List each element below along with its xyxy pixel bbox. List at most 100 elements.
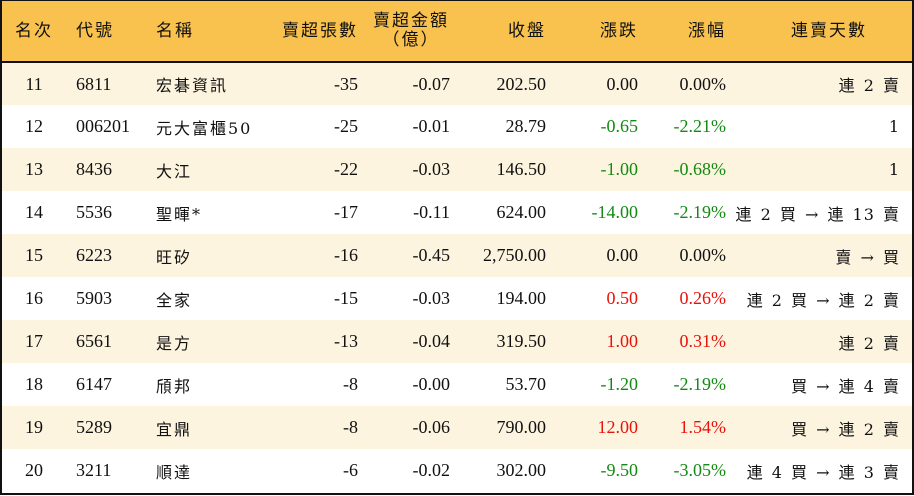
cell-change: 1.00	[606, 331, 639, 351]
cell-rank: 11	[25, 73, 43, 94]
cell-name[interactable]: 順達	[156, 462, 193, 482]
cell-change: -1.20	[600, 374, 639, 394]
header-net-sell-amount-label: 賣超金額	[373, 11, 449, 31]
cell-net-sell-lots: -35	[334, 73, 358, 94]
cell-close: 53.70	[505, 374, 547, 394]
cell-change-pct: 0.31%	[679, 331, 727, 351]
cell-code[interactable]: 006201	[76, 116, 130, 136]
cell-net-sell-amount: -0.00	[412, 374, 451, 394]
table-row[interactable]: 13 8436 大江 -22 -0.03 146.50 -1.00 -0.68%…	[2, 148, 912, 191]
cell-rank: 20	[25, 460, 43, 480]
cell-close: 28.79	[505, 116, 547, 136]
header-streak[interactable]: 連賣天數	[726, 1, 912, 63]
cell-close: 194.00	[496, 288, 547, 308]
header-change-pct[interactable]: 漲幅	[638, 1, 726, 63]
table-row[interactable]: 12 006201 元大富櫃50 -25 -0.01 28.79 -0.65 -…	[2, 105, 912, 148]
header-net-sell-amount-unit: （億）	[382, 30, 440, 50]
header-change[interactable]: 漲跌	[546, 1, 638, 63]
table-header: 名次 代號 名稱 賣超張數 賣超金額 （億） 收盤 漲跌 漲幅 連賣天數	[2, 1, 912, 63]
cell-close: 624.00	[496, 202, 547, 222]
cell-change-pct: -0.68%	[673, 159, 727, 179]
cell-net-sell-lots: -22	[334, 159, 358, 179]
cell-change-pct: 0.00%	[679, 73, 727, 94]
header-close[interactable]: 收盤	[450, 1, 546, 63]
cell-net-sell-amount: -0.06	[412, 417, 451, 437]
cell-code[interactable]: 6811	[76, 73, 112, 94]
cell-close: 2,750.00	[483, 245, 546, 265]
cell-rank: 17	[25, 331, 43, 351]
cell-net-sell-amount: -0.03	[412, 288, 451, 308]
cell-net-sell-amount: -0.02	[412, 460, 451, 480]
cell-net-sell-amount: -0.07	[412, 73, 451, 94]
cell-rank: 14	[25, 202, 43, 222]
cell-rank: 19	[25, 417, 43, 437]
cell-net-sell-lots: -16	[334, 245, 358, 265]
cell-streak: 連 2 買 → 連 2 賣	[746, 290, 900, 310]
cell-close: 319.50	[496, 331, 547, 351]
table-row[interactable]: 19 5289 宜鼎 -8 -0.06 790.00 12.00 1.54% 買…	[2, 406, 912, 449]
cell-code[interactable]: 6223	[76, 245, 112, 265]
cell-streak: 買 → 連 2 賣	[791, 419, 900, 439]
cell-code[interactable]: 6147	[76, 374, 112, 394]
cell-net-sell-amount: -0.45	[412, 245, 451, 265]
table-row[interactable]: 15 6223 旺矽 -16 -0.45 2,750.00 0.00 0.00%…	[2, 234, 912, 277]
table-body: 11 6811 宏碁資訊 -35 -0.07 202.50 0.00 0.00%…	[2, 62, 912, 492]
cell-change-pct: -3.05%	[673, 460, 727, 480]
cell-streak: 連 4 買 → 連 3 賣	[746, 462, 900, 482]
cell-rank: 12	[25, 116, 43, 136]
table-row[interactable]: 17 6561 是方 -13 -0.04 319.50 1.00 0.31% 連…	[2, 320, 912, 363]
cell-change-pct: -2.19%	[673, 374, 727, 394]
cell-code[interactable]: 3211	[76, 460, 112, 480]
cell-net-sell-lots: -13	[334, 331, 358, 351]
cell-name[interactable]: 是方	[156, 333, 193, 353]
header-name[interactable]: 名稱	[146, 1, 272, 63]
cell-code[interactable]: 5536	[76, 202, 112, 222]
table-row[interactable]: 11 6811 宏碁資訊 -35 -0.07 202.50 0.00 0.00%…	[2, 62, 912, 105]
cell-name[interactable]: 聖暉*	[156, 204, 203, 224]
cell-net-sell-lots: -17	[334, 202, 358, 222]
header-net-sell-lots[interactable]: 賣超張數	[272, 1, 358, 63]
cell-change: -1.00	[600, 159, 639, 179]
header-net-sell-amount[interactable]: 賣超金額 （億）	[358, 1, 450, 63]
cell-change: 0.00	[606, 73, 639, 94]
cell-change-pct: 1.54%	[679, 417, 727, 437]
table-row[interactable]: 16 5903 全家 -15 -0.03 194.00 0.50 0.26% 連…	[2, 277, 912, 320]
cell-net-sell-amount: -0.03	[412, 159, 451, 179]
cell-name[interactable]: 宜鼎	[156, 419, 193, 439]
cell-net-sell-lots: -8	[343, 417, 358, 437]
cell-name[interactable]: 大江	[156, 161, 193, 181]
cell-close: 302.00	[496, 460, 547, 480]
cell-rank: 16	[25, 288, 43, 308]
cell-rank: 13	[25, 159, 43, 179]
cell-streak: 1	[888, 160, 900, 179]
cell-change: -14.00	[591, 202, 639, 222]
cell-name[interactable]: 頎邦	[156, 376, 193, 396]
cell-net-sell-lots: -15	[334, 288, 358, 308]
cell-code[interactable]: 5903	[76, 288, 112, 308]
cell-change: -0.65	[600, 116, 639, 136]
cell-code[interactable]: 6561	[76, 331, 112, 351]
table-row[interactable]: 14 5536 聖暉* -17 -0.11 624.00 -14.00 -2.1…	[2, 191, 912, 234]
cell-change: 12.00	[597, 417, 639, 437]
cell-code[interactable]: 5289	[76, 417, 112, 437]
header-code[interactable]: 代號	[66, 1, 146, 63]
cell-name[interactable]: 旺矽	[156, 247, 193, 267]
header-rank[interactable]: 名次	[2, 1, 66, 63]
cell-change-pct: -2.19%	[673, 202, 727, 222]
cell-close: 146.50	[496, 159, 547, 179]
cell-change: 0.00	[606, 245, 639, 265]
cell-change: 0.50	[606, 288, 639, 308]
cell-name[interactable]: 宏碁資訊	[156, 76, 229, 95]
cell-name[interactable]: 全家	[156, 290, 193, 310]
cell-net-sell-lots: -25	[334, 116, 358, 136]
cell-streak: 連 2 買 → 連 13 賣	[735, 204, 900, 224]
cell-rank: 15	[25, 245, 43, 265]
cell-net-sell-amount: -0.01	[412, 116, 451, 136]
table-row[interactable]: 20 3211 順達 -6 -0.02 302.00 -9.50 -3.05% …	[2, 449, 912, 492]
cell-code[interactable]: 8436	[76, 159, 112, 179]
cell-streak: 連 2 賣	[838, 76, 900, 95]
cell-name[interactable]: 元大富櫃50	[156, 118, 253, 138]
table-row[interactable]: 18 6147 頎邦 -8 -0.00 53.70 -1.20 -2.19% 買…	[2, 363, 912, 406]
